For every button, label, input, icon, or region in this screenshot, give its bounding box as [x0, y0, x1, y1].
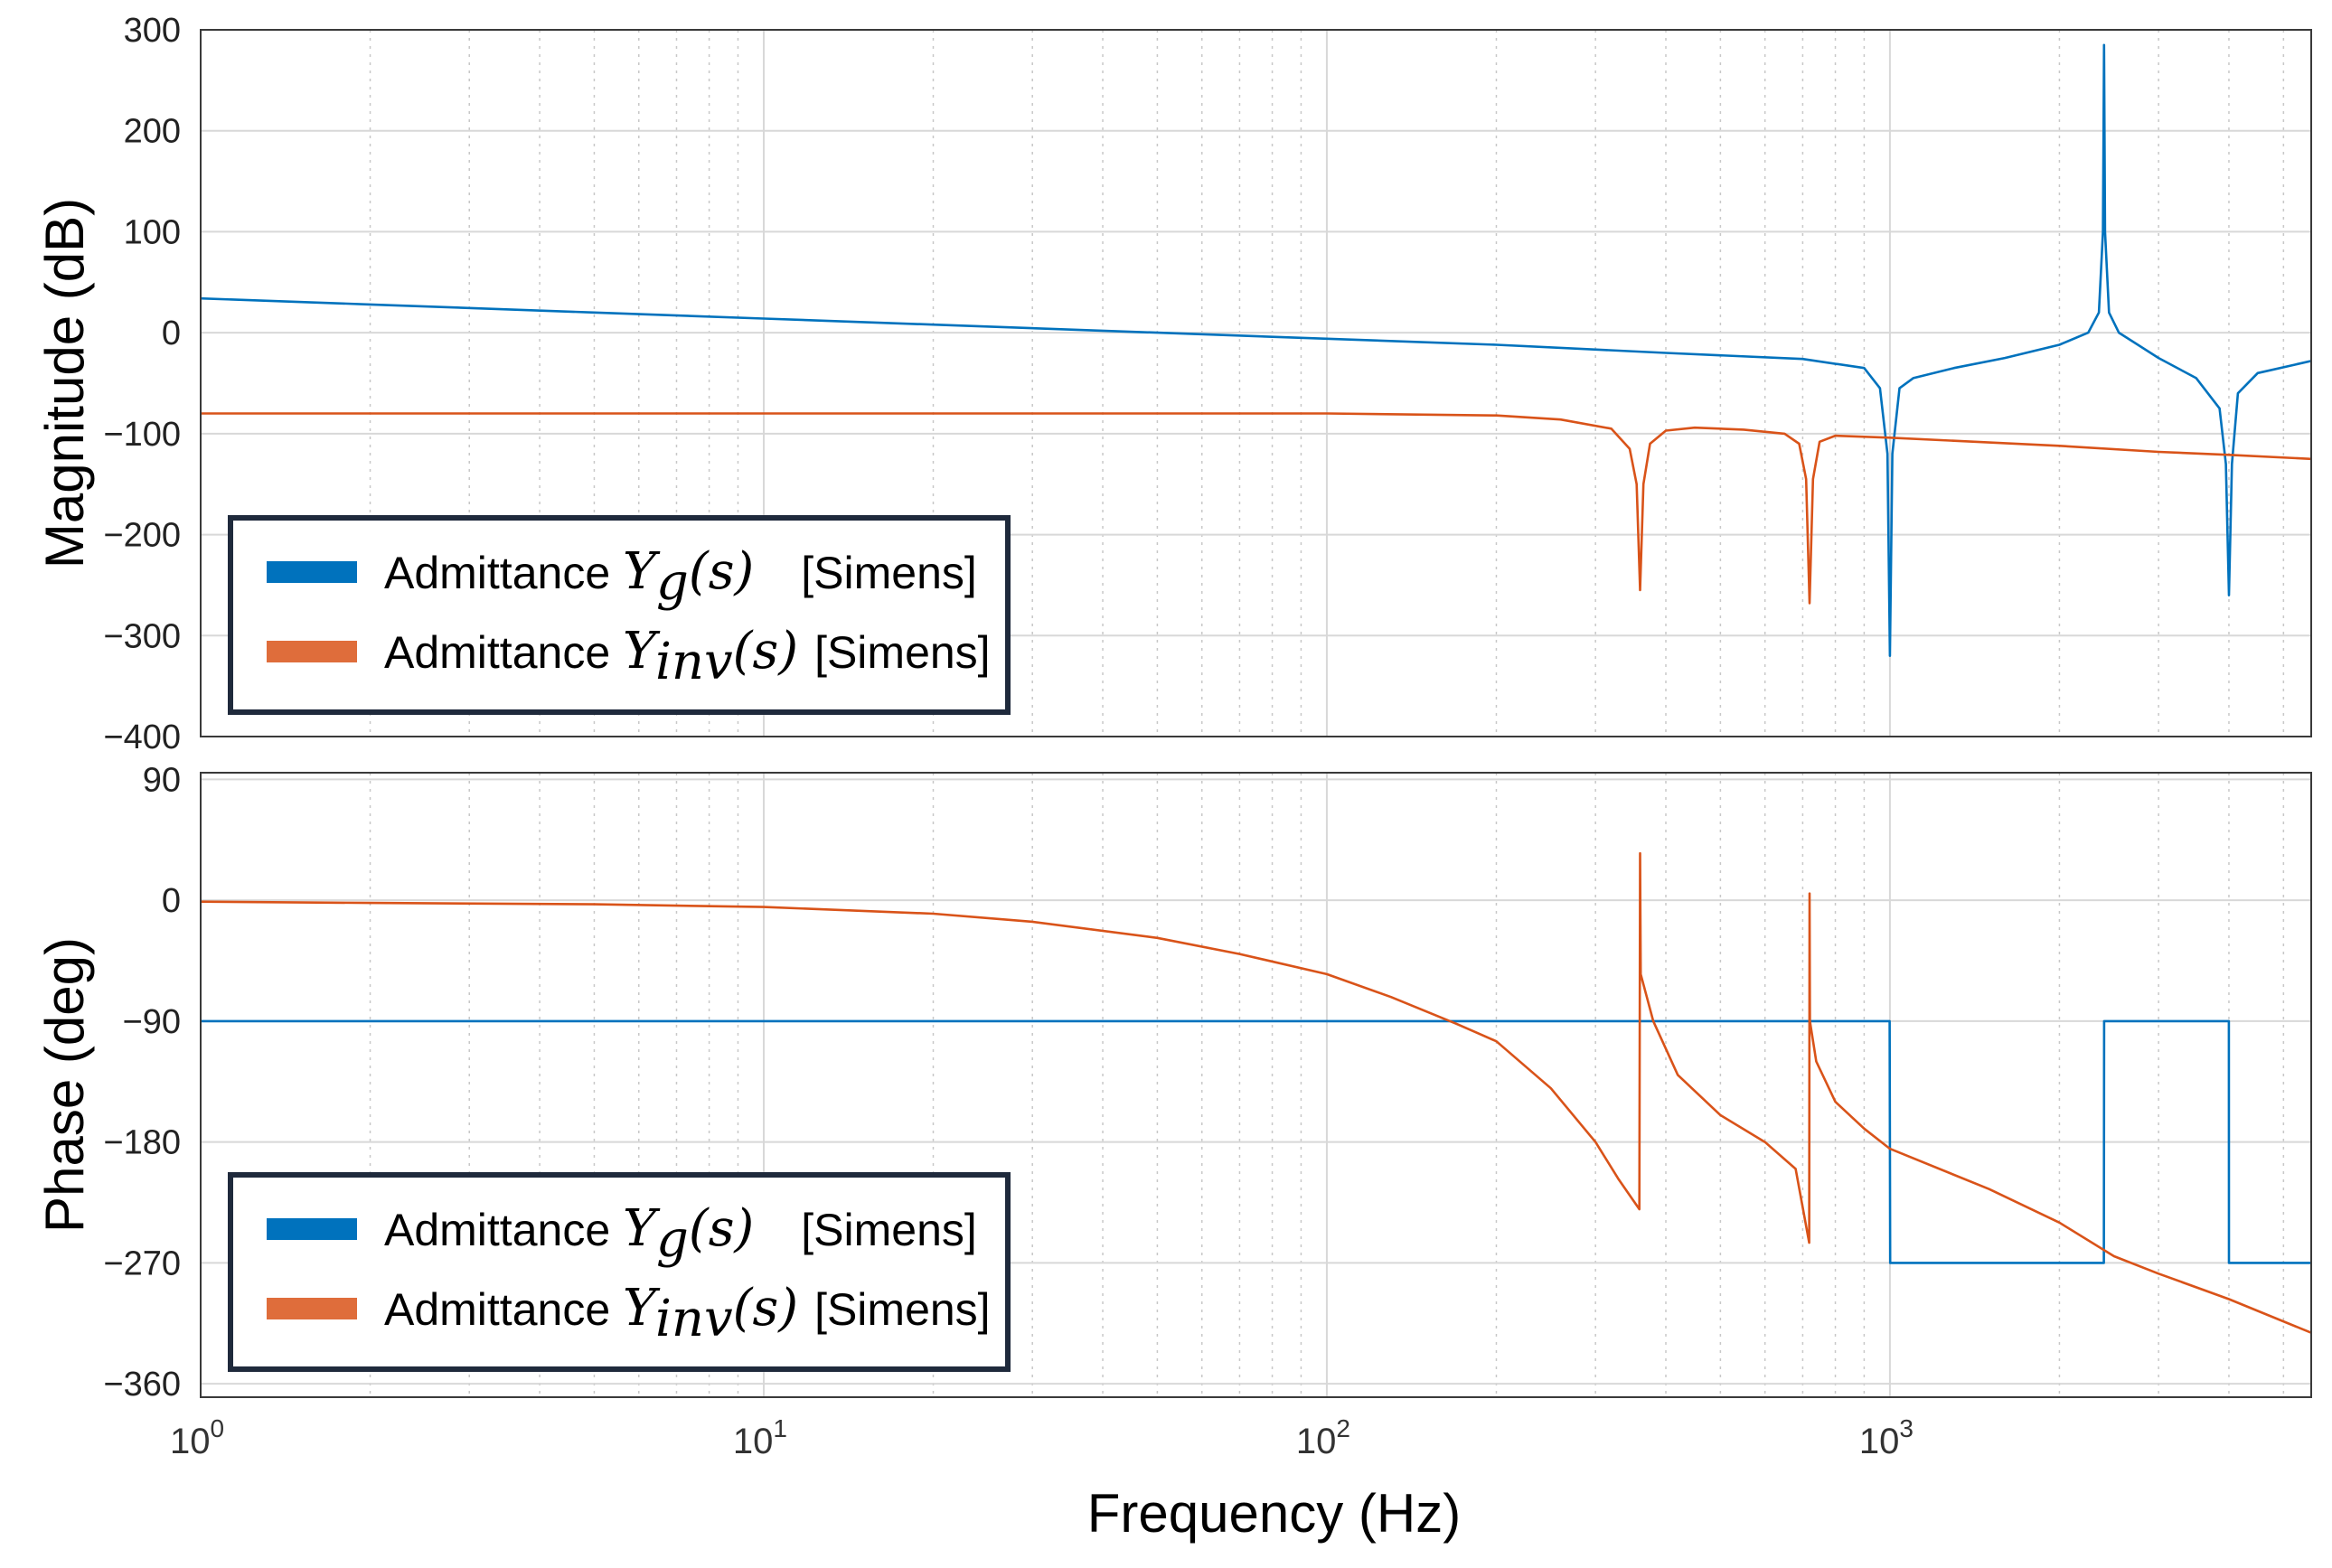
y-tick-label: −270 [103, 1244, 181, 1282]
y-tick-label: −300 [103, 617, 181, 655]
legend-box [228, 515, 1011, 715]
y-tick-label: 300 [124, 12, 181, 50]
y-tick-label: 200 [124, 113, 181, 151]
phase-series-yinv-line [200, 851, 2312, 1334]
magnitude-axes-box [200, 29, 2312, 737]
legend-swatch [267, 561, 357, 583]
phase-panel: 90 0 −90 −180 −270 −360 Phase (deg) Admittance … [34, 761, 2312, 1544]
y-tick-label: 0 [162, 315, 181, 352]
x-axis-label: Frequency (Hz) [1087, 1483, 1461, 1544]
y-tick-label: −180 [103, 1124, 181, 1162]
x-tick-label: 101 [733, 1414, 787, 1461]
legend-label: Admittance Yg(s) [Simens] [384, 542, 977, 612]
magnitude-legend: Admittance Yg(s) [Simens] Admittance Yinv(… [228, 515, 1011, 715]
phase-ylabel: Phase (deg) [34, 937, 95, 1233]
y-tick-label: −100 [103, 416, 181, 454]
y-tick-label: 90 [143, 761, 181, 799]
magnitude-ylabel: Magnitude (dB) [34, 198, 95, 568]
magnitude-panel: 300 200 100 0 −100 −200 −300 −400 Magnitude (dB)… [34, 12, 2312, 756]
legend-box [228, 1172, 1011, 1372]
magnitude-series-yinv-line [201, 412, 2312, 605]
phase-axes-box [200, 772, 2312, 1398]
y-tick-label: 0 [162, 882, 181, 920]
phase-legend: Admittance Yg(s) [Simens] Admittance Yinv(… [228, 1172, 1011, 1372]
legend-swatch [267, 1218, 357, 1240]
legend-label: Admittance Yg(s) [Simens] [384, 1199, 977, 1269]
y-tick-label: 100 [124, 213, 181, 251]
magnitude-series-yg-line [200, 43, 2312, 657]
x-tick-label: 102 [1296, 1414, 1350, 1461]
legend-swatch [267, 1298, 357, 1319]
legend-label: Admittance Yinv(s) [Simens] [384, 622, 991, 691]
y-tick-label: −90 [123, 1003, 181, 1041]
x-tick-label: 103 [1859, 1414, 1914, 1461]
legend-swatch [267, 641, 357, 662]
y-tick-label: −400 [103, 718, 181, 756]
y-tick-label: −200 [103, 517, 181, 555]
phase-series-yg-line [201, 1019, 2311, 1264]
x-tick-label: 100 [170, 1414, 224, 1461]
y-tick-label: −360 [103, 1366, 181, 1404]
legend-label: Admittance Yinv(s) [Simens] [384, 1279, 991, 1348]
